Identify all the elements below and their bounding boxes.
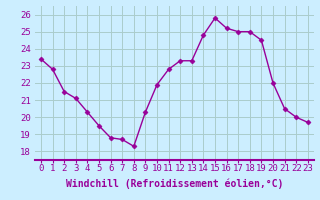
X-axis label: Windchill (Refroidissement éolien,°C): Windchill (Refroidissement éolien,°C): [66, 179, 283, 189]
